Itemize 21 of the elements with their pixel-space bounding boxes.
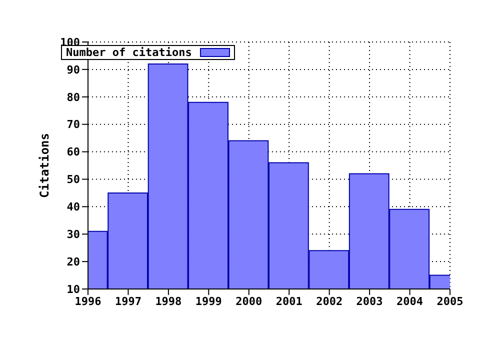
x-tick-label: 2003 [356,294,383,308]
x-tick-label: 2002 [316,294,343,308]
x-tick-label: 2001 [276,294,303,308]
y-tick-label: 40 [66,200,80,214]
x-tick-label: 2005 [436,294,464,308]
y-tick-label: 80 [66,90,80,104]
y-tick-label: 10 [66,282,80,296]
y-tick-label: 20 [66,255,80,268]
y-tick-label: 30 [66,228,80,242]
x-tick-label: 2000 [236,294,262,308]
x-tick-label: 1997 [114,294,142,308]
x-tick-label: 1998 [155,294,182,308]
x-tick-label: 1996 [74,294,102,308]
y-axis-title: Citations [37,132,52,198]
y-tick-label: 70 [66,118,80,132]
y-tick-label: 60 [66,146,80,159]
y-tick-label: 50 [66,173,80,186]
x-tick-label: 1999 [195,294,222,308]
y-tick-label: 90 [66,63,80,76]
legend-label: Number of citations [66,46,192,59]
x-tick-label: 2004 [396,294,424,308]
